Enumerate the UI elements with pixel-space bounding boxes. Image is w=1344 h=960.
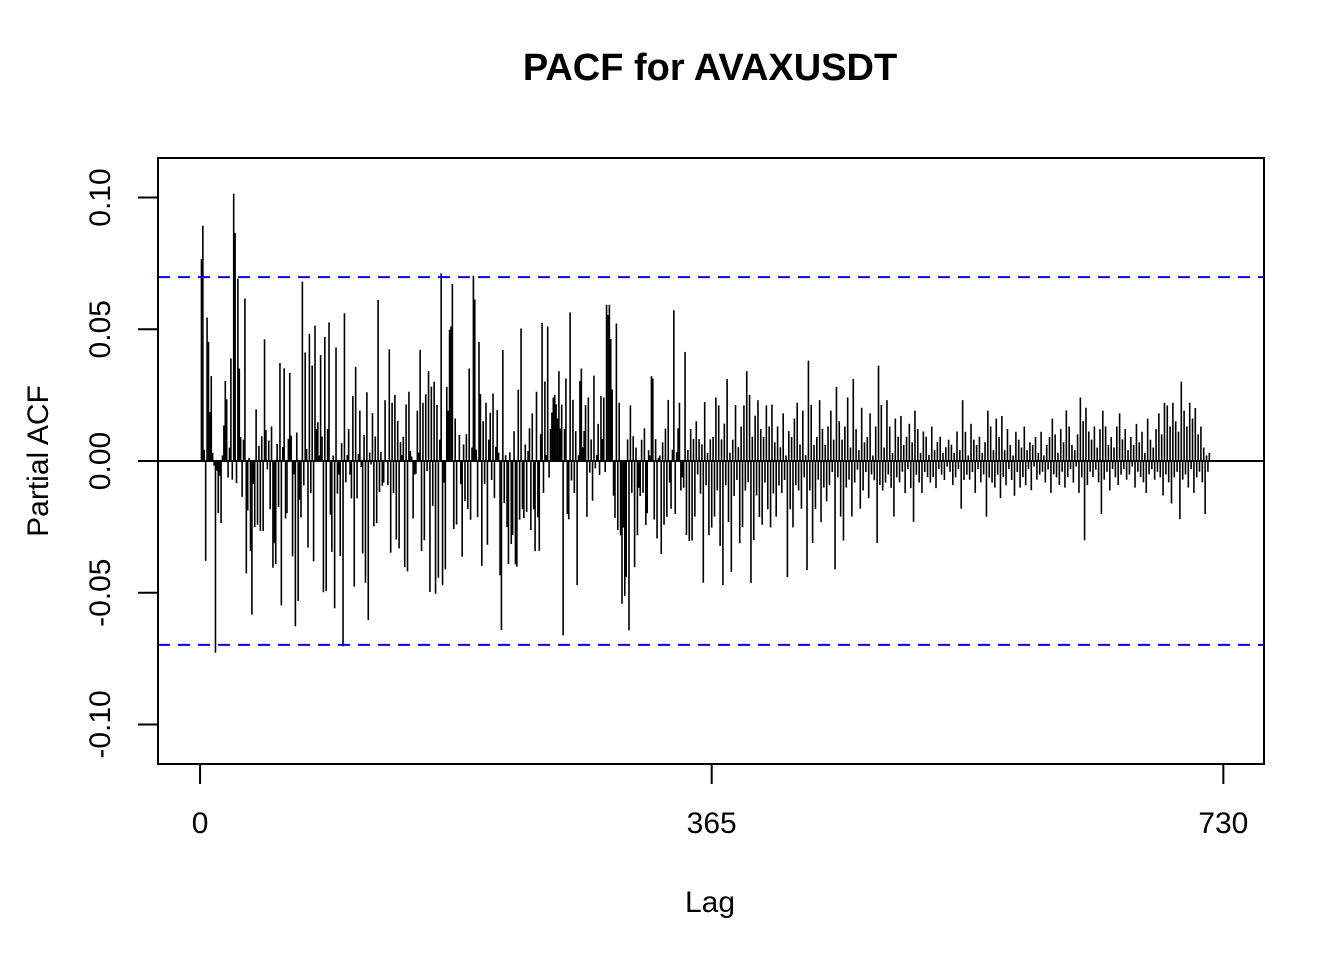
y-tick-label: 0.10 bbox=[84, 168, 117, 226]
pacf-bars bbox=[200, 193, 1211, 653]
x-tick-label: 730 bbox=[1198, 807, 1248, 840]
x-axis: 0 365 730 bbox=[192, 763, 1248, 840]
y-tick-label: -0.10 bbox=[84, 690, 117, 758]
x-tick-label: 0 bbox=[192, 807, 209, 840]
x-axis-label: Lag bbox=[685, 886, 735, 919]
y-axis: -0.10 -0.05 0.00 0.05 0.10 bbox=[84, 168, 159, 759]
y-axis-label: Partial ACF bbox=[22, 385, 55, 537]
x-tick-label: 365 bbox=[687, 807, 737, 840]
y-tick-label: 0.05 bbox=[84, 300, 117, 358]
chart-title: PACF for AVAXUSDT bbox=[523, 47, 897, 89]
y-tick-label: -0.05 bbox=[84, 559, 117, 627]
y-tick-label: 0.00 bbox=[84, 432, 117, 490]
